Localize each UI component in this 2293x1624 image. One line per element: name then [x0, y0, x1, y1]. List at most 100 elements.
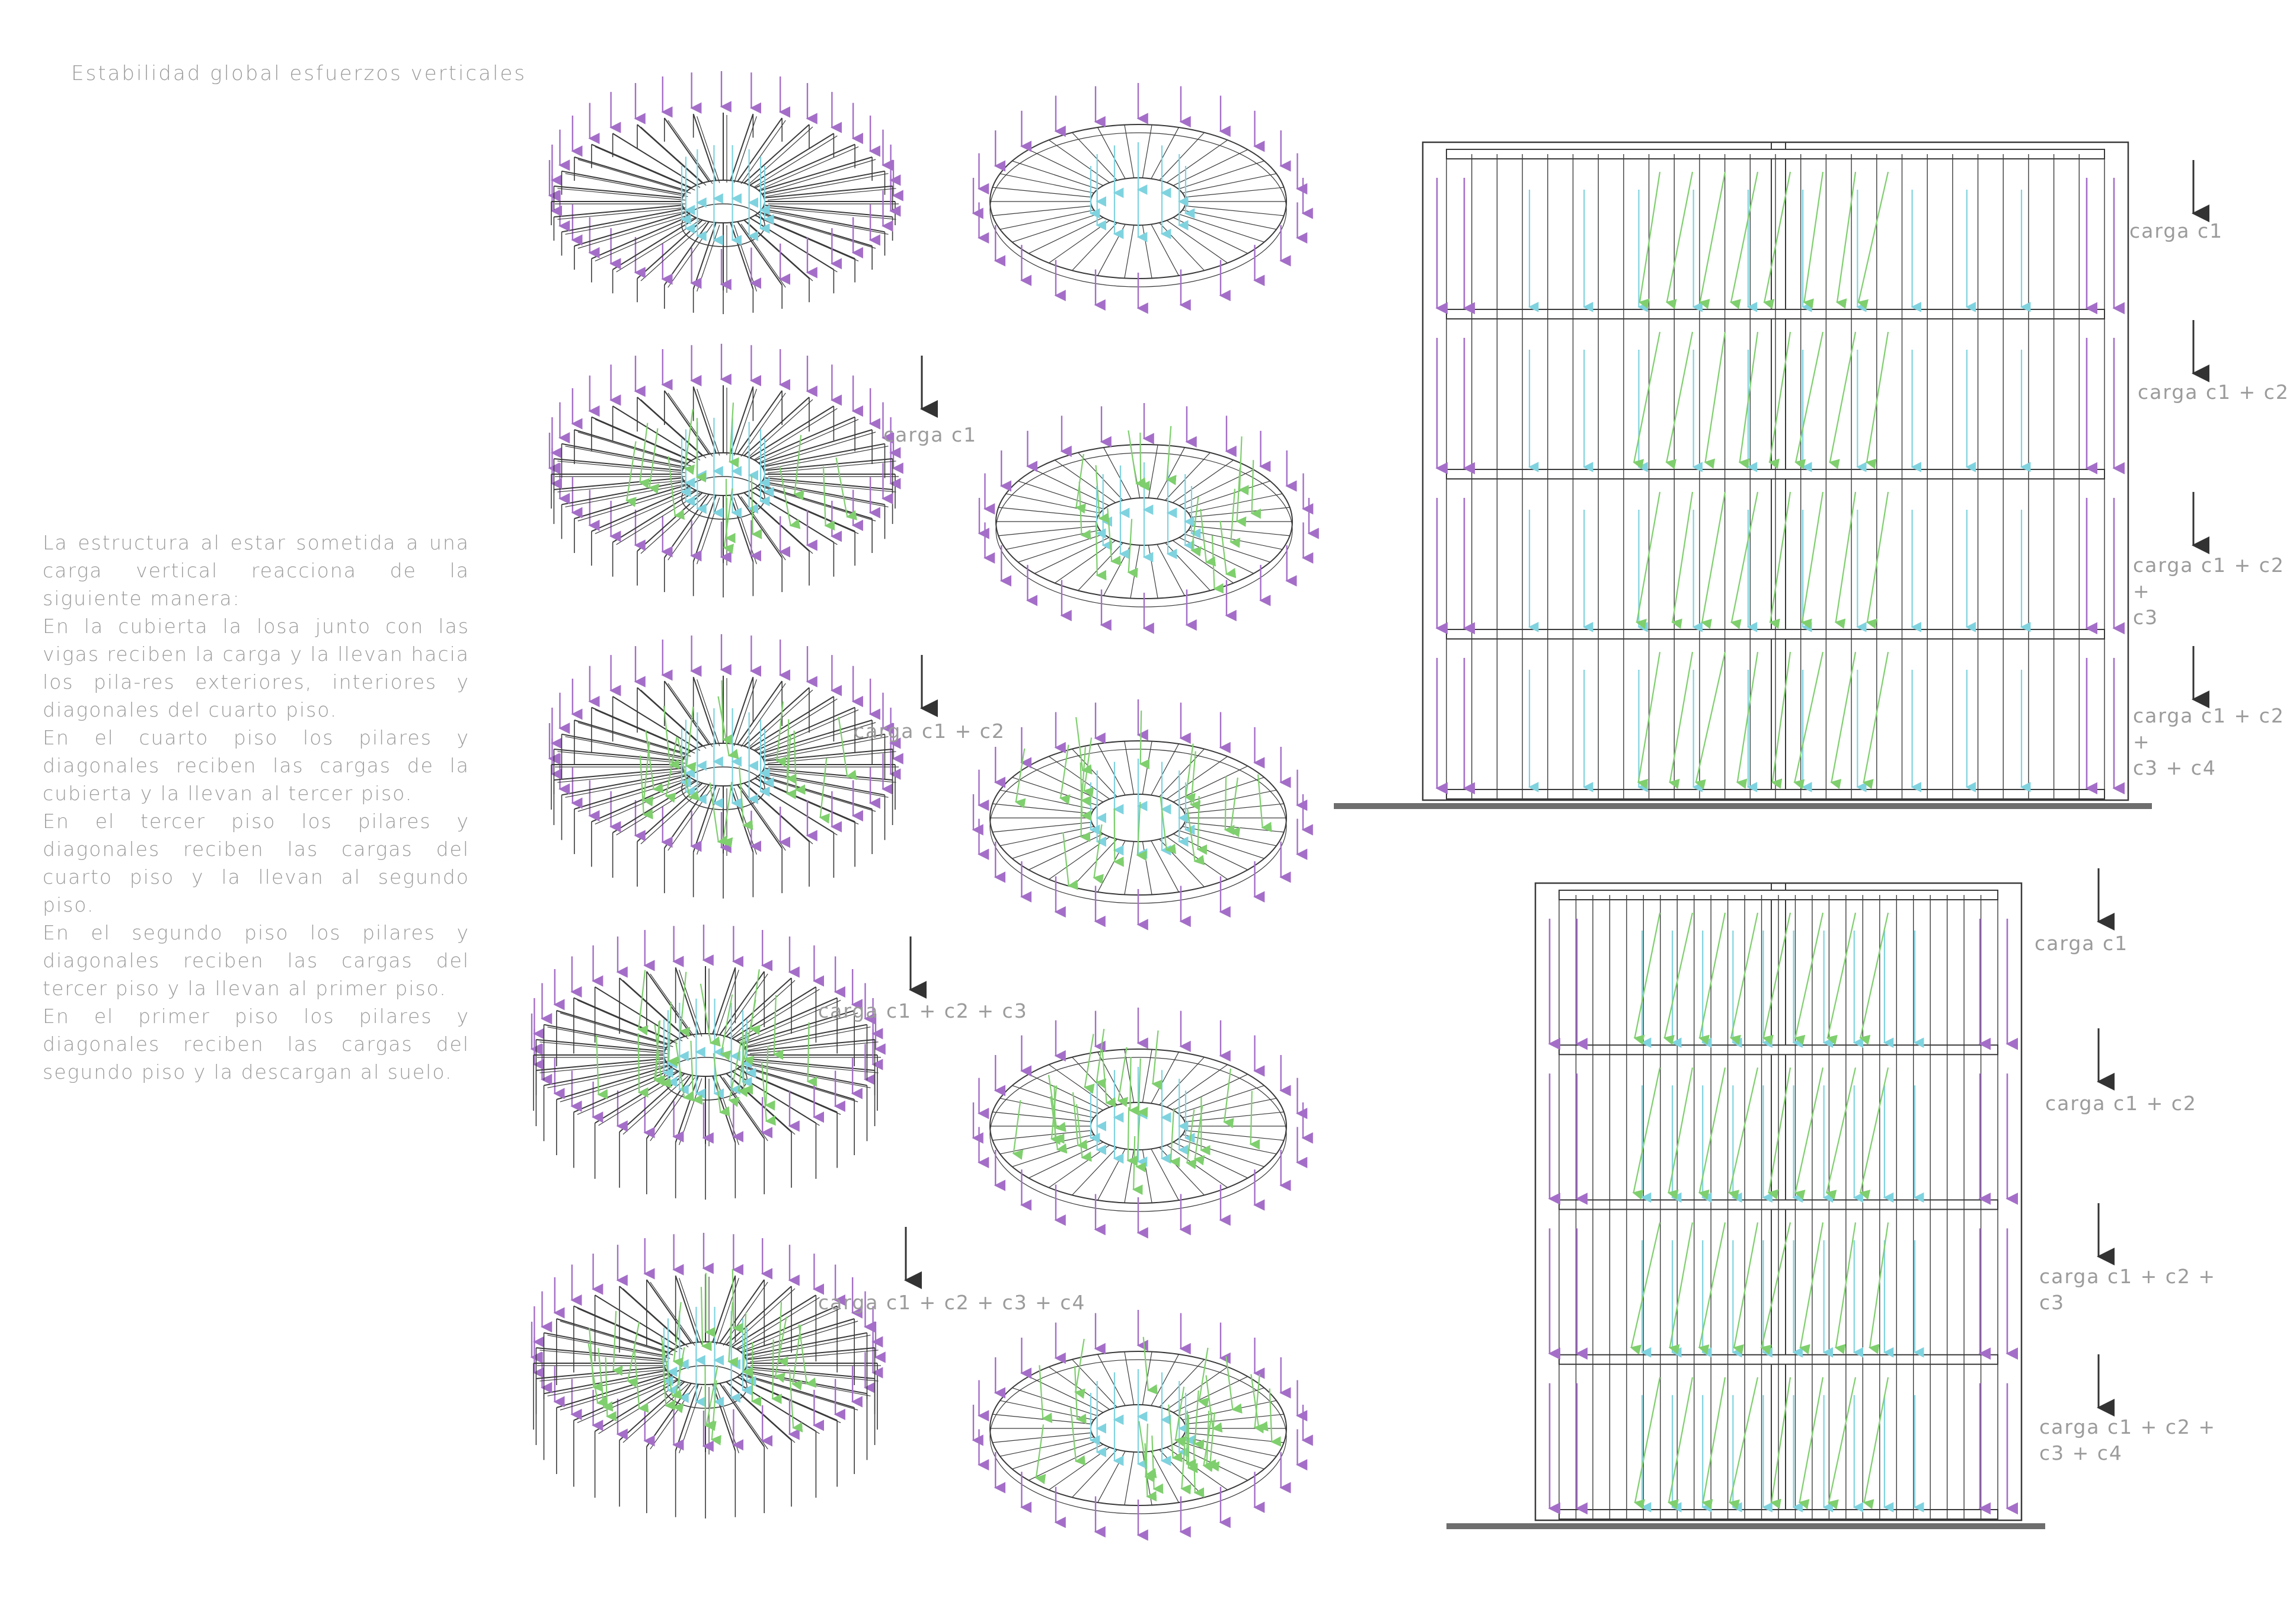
slab-joint	[1160, 749, 1205, 797]
diagonal-load	[1128, 430, 1136, 484]
diagonal-load	[1191, 751, 1196, 804]
diagonal-load	[1252, 460, 1254, 513]
radial-beam	[647, 971, 691, 1035]
elev-top-label-c1: carga c1	[2129, 218, 2223, 244]
radial-beam	[750, 1042, 879, 1054]
diagonal-load	[1187, 808, 1195, 861]
diagonal-load	[752, 1342, 753, 1401]
diagonal-load	[1171, 1108, 1174, 1162]
diagonal-load	[1828, 913, 1856, 1038]
radial-beam	[768, 752, 896, 763]
diagonal-load	[1102, 1050, 1106, 1103]
radial-beam	[578, 159, 691, 193]
load-label-c1-c2-c3-c4: carga c1 + c2 + c3 + c4	[818, 1290, 1085, 1316]
slab-joint	[1157, 544, 1185, 596]
radial-beam	[759, 775, 873, 809]
diagonal-load	[1804, 172, 1823, 302]
slab-joint	[1185, 1130, 1284, 1140]
diagonal-load	[743, 1312, 746, 1372]
diagonal-load	[1225, 776, 1226, 830]
diagonal-load	[723, 782, 732, 841]
radial-beam	[744, 783, 809, 842]
slab-joint	[1125, 225, 1134, 279]
radial-beam	[745, 1333, 867, 1356]
slab-joint	[1148, 545, 1158, 599]
diagonal-load	[1764, 913, 1790, 1038]
radial-beam	[744, 220, 809, 279]
diagonal-load	[1731, 172, 1758, 302]
slab-joint	[1191, 507, 1290, 517]
slab-joint	[1029, 218, 1103, 254]
radial-beam	[716, 1078, 739, 1145]
diagonal-load	[1073, 1092, 1078, 1146]
frame-floor-2	[550, 344, 899, 597]
radial-beam	[726, 1382, 791, 1440]
slab-joint	[1165, 543, 1211, 591]
diagonal-load	[1094, 824, 1101, 878]
radial-beam	[764, 749, 893, 761]
radial-beam	[557, 480, 686, 492]
diagonal-load	[1635, 1377, 1660, 1502]
slab-joint	[1173, 218, 1248, 254]
slab-joint	[992, 822, 1091, 832]
radial-beam	[764, 459, 893, 471]
radial-beam	[746, 1040, 875, 1051]
slab-joint	[1072, 1147, 1117, 1195]
diagonal-load	[1802, 492, 1823, 622]
radial-beam	[734, 225, 756, 291]
diagonal-load	[669, 1002, 671, 1061]
slab-joint	[1078, 453, 1123, 501]
radial-beam	[557, 461, 686, 473]
radial-beam	[619, 1286, 685, 1345]
slab-joint	[1072, 1450, 1117, 1498]
radial-beam	[766, 174, 889, 197]
diagonal-load	[1771, 1377, 1790, 1502]
slab-joint	[1142, 1150, 1152, 1203]
radial-beam	[697, 679, 720, 746]
diagonal-load	[1732, 492, 1758, 622]
radial-beam	[668, 787, 713, 851]
radial-beam	[665, 391, 709, 454]
diagonal-load	[772, 1340, 773, 1399]
diagonal-load	[1192, 497, 1198, 551]
slab-joint	[1098, 1451, 1126, 1502]
diagonal-load	[1107, 508, 1112, 561]
radial-beam	[561, 772, 684, 795]
diagonal-load	[1696, 652, 1725, 782]
diagonal-load	[751, 969, 759, 1028]
diagonal-load	[1670, 1223, 1692, 1348]
diagonal-load	[1226, 1356, 1232, 1409]
diagonal-load	[1770, 332, 1790, 462]
diagonal-load	[1077, 1104, 1082, 1158]
radial-beam	[741, 224, 785, 287]
diagonal-load	[1734, 1223, 1758, 1348]
diagonal-load	[1867, 332, 1888, 462]
radial-beam	[716, 1386, 739, 1453]
diagonal-load	[1631, 1223, 1660, 1348]
diagonal-load	[1085, 1034, 1094, 1087]
slab-joint	[1173, 1074, 1248, 1110]
radial-beam	[697, 389, 720, 455]
slab-joint	[1185, 1414, 1284, 1424]
radial-beam	[737, 222, 782, 285]
diagonal-load	[1700, 913, 1725, 1038]
diagonal-load	[724, 488, 733, 548]
diagonal-load	[1826, 1067, 1856, 1193]
slab-joint	[992, 206, 1091, 216]
diagonal-load	[1129, 519, 1132, 573]
radial-beam	[557, 752, 686, 763]
radial-beam	[748, 1335, 871, 1358]
slab-joint	[1098, 127, 1126, 179]
radial-beam	[539, 1369, 668, 1381]
diagonal-load	[1795, 913, 1823, 1038]
diagonal-load	[1665, 913, 1692, 1038]
radial-beam	[557, 771, 686, 782]
slab-joint	[1072, 133, 1117, 181]
frame-floor-4	[532, 925, 881, 1200]
radial-beam	[742, 1066, 855, 1099]
slab-joint	[1151, 224, 1179, 276]
slab-joint	[1185, 822, 1284, 832]
diagonal-load	[1831, 652, 1856, 782]
radial-beam	[560, 1321, 673, 1355]
slab-joint	[1072, 1057, 1117, 1105]
